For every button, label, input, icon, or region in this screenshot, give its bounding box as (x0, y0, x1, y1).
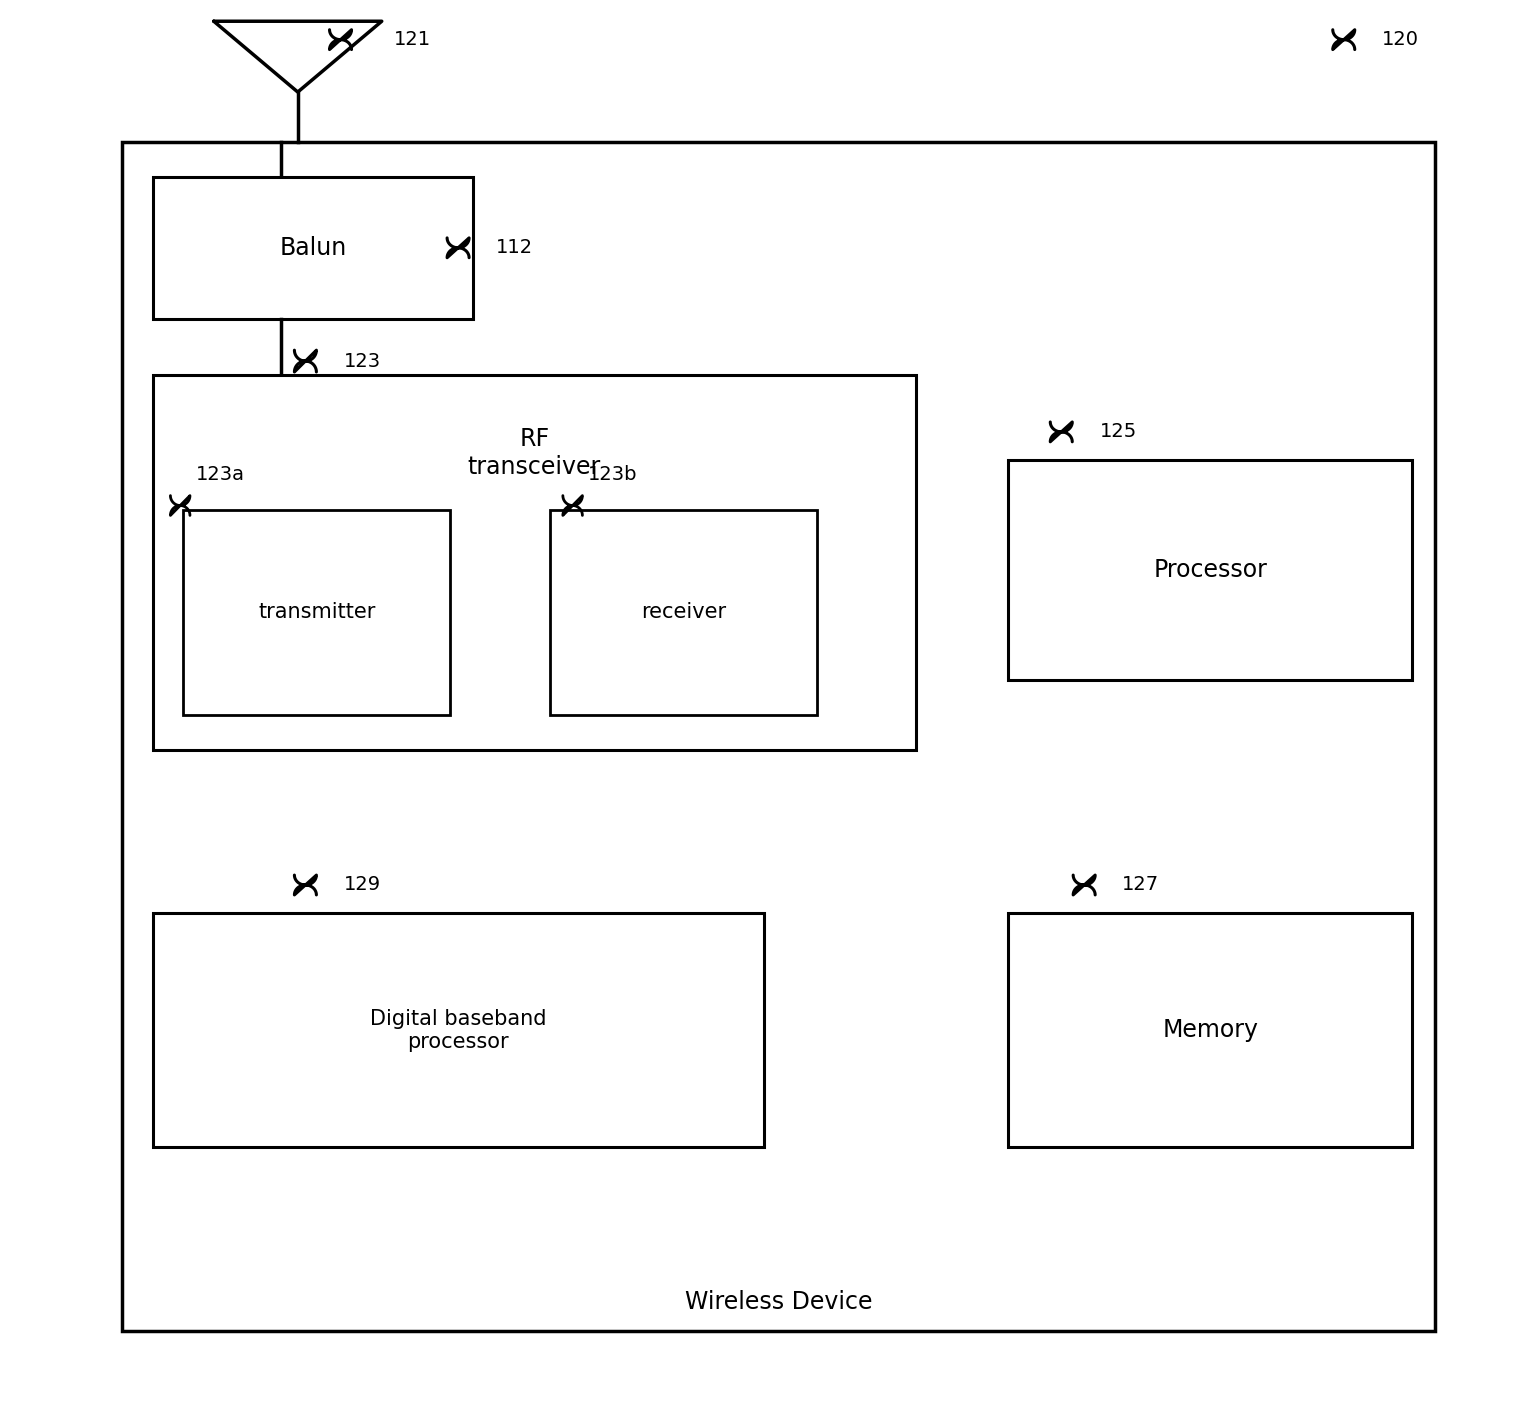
Text: 125: 125 (1099, 422, 1136, 442)
Text: RF
transceiver: RF transceiver (467, 428, 602, 479)
Text: Balun: Balun (279, 236, 347, 259)
Bar (1008, 913, 1412, 1147)
Bar (153, 375, 916, 750)
Text: Wireless Device: Wireless Device (686, 1290, 872, 1314)
Bar (183, 510, 450, 715)
Text: Memory: Memory (1162, 1018, 1258, 1042)
Text: Processor: Processor (1153, 558, 1267, 582)
Bar (122, 142, 1435, 1331)
Bar (153, 913, 764, 1147)
Text: 129: 129 (344, 875, 380, 895)
Text: 120: 120 (1382, 30, 1419, 50)
Text: 127: 127 (1122, 875, 1159, 895)
Bar (550, 510, 817, 715)
Text: 123a: 123a (195, 464, 244, 484)
Bar (1008, 460, 1412, 680)
Text: 112: 112 (496, 238, 533, 258)
Text: transmitter: transmitter (258, 602, 376, 623)
Text: receiver: receiver (641, 602, 725, 623)
Text: 121: 121 (394, 30, 431, 50)
Bar (153, 177, 473, 319)
Text: 123b: 123b (588, 464, 637, 484)
Text: 123: 123 (344, 351, 380, 371)
Text: Digital baseband
processor: Digital baseband processor (370, 1008, 547, 1052)
